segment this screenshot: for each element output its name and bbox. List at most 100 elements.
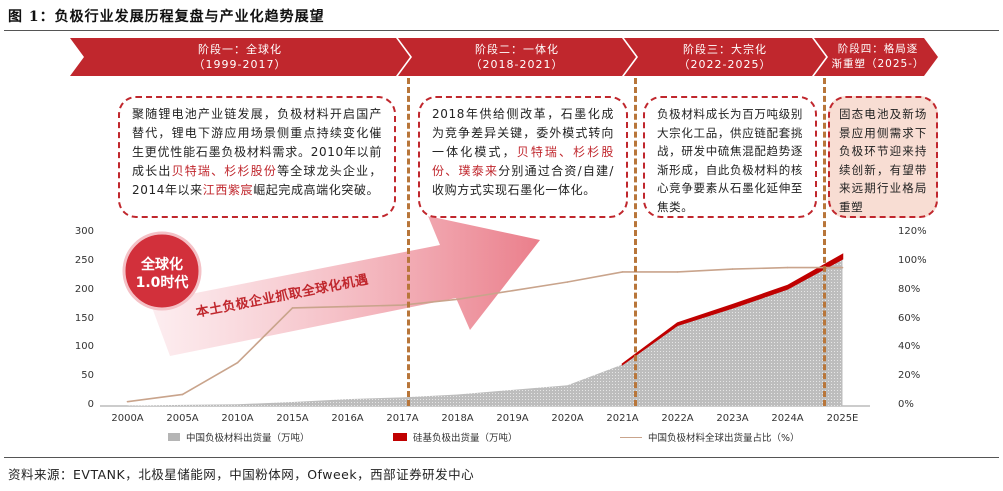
stage-1-text-b: 等全球龙头企业，2014年以来 [132,164,382,197]
x-tick-label: 2015A [276,413,309,424]
series-line-share [127,266,843,403]
stage-2-description: 2018年供给侧改革，石墨化成为竞争差异关键，委外模式转向一体化模式，贝特瑞、杉… [418,96,628,218]
legend-swatch-line [620,436,642,438]
top-rule [4,30,999,31]
y-left-tick-label: 250 [74,254,94,266]
share-point [456,298,459,301]
y-left-tick-label: 300 [74,226,94,237]
stage-4-text: 固态电池及新场景应用侧需求下负极环节迎来持续创新，有望带来远期行业格局重塑 [839,107,927,214]
y-left-tick-label: 100 [74,341,94,353]
share-point [731,268,734,270]
stage-3-text: 负极材料成长为百万吨级别大宗化工品，供应链配套挑战，研发中硫焦混配趋势逐渐形成，… [657,107,803,214]
stage-1-highlight-a: 贝特瑞、杉杉股份 [171,164,278,178]
series-area-total [127,258,843,406]
x-tick-label: 2019A [496,413,529,424]
share-point [566,281,569,283]
x-tick-label: 2022A [661,413,694,424]
x-tick-label: 2023A [716,413,749,424]
stage-divider-2 [634,78,637,406]
stage-1-description: 聚随锂电池产业链发展，负极材料开启国产替代，锂电下游应用场景侧重点持续变化催生更… [118,96,396,218]
stage-2-text-b: 分别通过合资/自建/收购方式实现石墨化一体化。 [432,164,614,197]
figure-title: 图 1：负极行业发展历程复盘与产业化趋势展望 [8,6,325,26]
share-point [676,271,679,273]
y-right-tick-label: 120% [898,226,927,237]
badge-label: 全球化 1.0时代 [122,256,202,292]
y-left-tick-label: 0 [87,399,94,410]
stage-arrows [70,38,938,76]
y-right-tick-label: 40% [898,341,921,353]
y-left-tick-label: 200 [74,283,94,295]
figure-title-text: 负极行业发展历程复盘与产业化趋势展望 [54,9,325,25]
x-tick-label: 2016A [331,413,364,424]
x-tick-label: 2005A [166,413,199,424]
stage-2-highlight-a: 贝特瑞、杉杉股份、璞泰来 [432,145,614,178]
legend-item-share: 中国负极材料全球出货量占比（%） [620,430,800,444]
stage-2-text-a: 2018年供给侧改革，石墨化成为竞争差异关键，委外模式转向一体化模式， [432,107,614,159]
legend-item-silicon: 硅基负极出货量（万吨） [393,430,518,444]
legend-swatch-gray [168,433,180,441]
stage-4-name: 阶段四：格局逐 [837,43,919,55]
legend-item-total: 中国负极材料出货量（万吨） [168,430,310,444]
x-tick-label: 2017A [386,413,419,424]
legend-swatch-red [393,433,407,441]
stage-2-period: （2018-2021） [470,58,564,71]
share-point [841,266,844,269]
source-note: 资料来源：EVTANK，北极星储能网，中国粉体网，Ofweek，西部证券研发中心 [8,467,475,482]
stage-label-3: 阶段三：大宗化 （2022-2025） [638,38,812,76]
figure-number: 图 1： [8,9,55,25]
legend-label-total: 中国负极材料出货量（万吨） [186,433,310,444]
stage-arrow-4 [814,38,938,76]
share-point [346,305,349,308]
stage-label-2: 阶段二：一体化 （2018-2021） [412,38,622,76]
stage-3-description: 负极材料成长为百万吨级别大宗化工品，供应链配套挑战，研发中硫焦混配趋势逐渐形成，… [643,96,817,218]
series-area-silicon [621,253,844,366]
stage-1-text-a: 聚随锂电池产业链发展，负极材料开启国产替代，锂电下游应用场景侧重点持续变化催生更… [132,107,382,178]
x-tick-label: 2000A [111,413,144,424]
y-left-tick-label: 50 [81,370,94,382]
x-tick-label: 2020A [551,413,584,424]
y-right-tick-label: 20% [898,370,921,382]
x-tick-label: 2025E [826,413,859,424]
share-point [401,304,404,306]
legend-label-silicon: 硅基负极出货量（万吨） [413,433,518,444]
legend-label-share: 中国负极材料全球出货量占比（%） [648,433,800,444]
share-point [126,400,129,403]
stage-1-text-c: 崛起完成高端化突破。 [253,183,380,197]
x-tick-label: 2018A [441,413,474,424]
stage-divider-3 [823,78,826,406]
stage-arrow-3 [624,38,826,76]
x-tick-label: 2021A [606,413,639,424]
y-right-tick-label: 0% [898,399,914,410]
stage-1-period: （1999-2017） [193,58,287,71]
y-right-tick-label: 100% [898,254,927,266]
y-right-tick-label: 60% [898,312,921,324]
global-opportunity-arrow [150,216,540,356]
stage-4-period: 渐重塑（2025-） [831,58,925,70]
badge-line-2: 1.0时代 [135,275,189,291]
stage-3-name: 阶段三：大宗化 [683,43,767,56]
share-point [181,393,184,396]
x-tick-label: 2010A [221,413,254,424]
stage-divider-1 [407,78,410,406]
stage-arrow-1 [70,38,410,76]
stage-1-highlight-b: 江西紫宸 [202,183,254,197]
share-point [786,266,789,269]
y-right-tick-label: 80% [898,283,921,295]
share-point [291,307,294,309]
stage-label-1: 阶段一：全球化 （1999-2017） [84,38,396,76]
stage-4-description: 固态电池及新场景应用侧需求下负极环节迎来持续创新，有望带来远期行业格局重塑 [828,96,938,218]
stage-2-name: 阶段二：一体化 [475,43,559,56]
globalization-badge [122,231,202,311]
stage-3-period: （2022-2025） [678,58,772,71]
badge-line-1: 全球化 [141,257,183,273]
y-left-tick-label: 150 [74,312,94,324]
share-point [236,361,239,364]
share-point [621,271,624,273]
stage-1-name: 阶段一：全球化 [198,43,282,56]
x-tick-label: 2024A [771,413,804,424]
bottom-rule [4,457,999,458]
stage-label-4: 阶段四：格局逐 渐重塑（2025-） [828,38,928,76]
stage-arrow-2 [398,38,636,76]
plot-area [126,253,844,406]
